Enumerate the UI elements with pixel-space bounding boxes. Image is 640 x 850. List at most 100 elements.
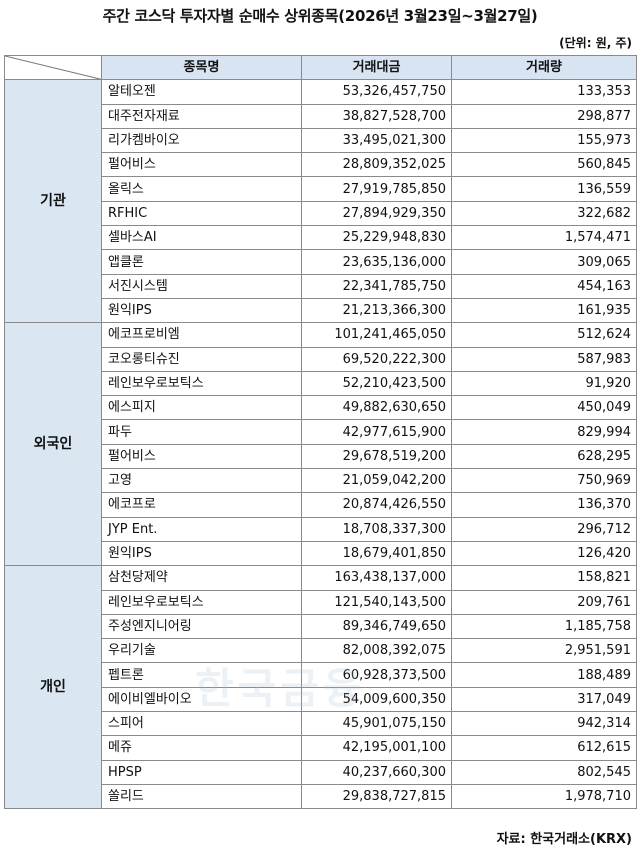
trade-amount: 38,827,528,700 (301, 103, 452, 129)
stock-name: 알테오젠 (101, 79, 302, 105)
stock-name: 에스피지 (101, 395, 302, 421)
trade-volume: 450,049 (451, 395, 637, 421)
investor-group-label: 개인 (4, 565, 102, 810)
trade-amount: 22,341,785,750 (301, 273, 452, 299)
trade-amount: 60,928,373,500 (301, 662, 452, 688)
table-row: 레인보우로보틱스 52,210,423,500 91,920 (5, 370, 637, 397)
trade-amount: 40,237,660,300 (301, 759, 452, 785)
stock-name: 고영 (101, 468, 302, 494)
stock-name: 서진시스템 (101, 273, 302, 299)
stock-name: RFHIC (101, 200, 302, 227)
unit-note: (단위: 원, 주) (559, 36, 632, 50)
trade-amount: 52,210,423,500 (301, 370, 452, 397)
trade-volume: 161,935 (451, 297, 637, 324)
stock-name: 레인보우로보틱스 (101, 370, 302, 397)
table-row: 펩트론 60,928,373,500 188,489 (5, 662, 637, 688)
trade-volume: 317,049 (451, 686, 637, 713)
stock-name: 에이비엘바이오 (101, 686, 302, 713)
stock-name: 주성엔지니어링 (101, 613, 302, 640)
table-row: 펄어비스 28,809,352,025 560,845 (5, 152, 637, 178)
header-volume: 거래량 (451, 54, 637, 81)
trade-amount: 69,520,222,300 (301, 346, 452, 372)
table-row: 셀바스AI 25,229,948,830 1,574,471 (5, 225, 637, 251)
table-row: 에코프로 20,874,426,550 136,370 (5, 492, 637, 518)
stock-name: 대주전자재료 (101, 103, 302, 129)
table-row: 대주전자재료 38,827,528,700 298,877 (5, 103, 637, 129)
table-row: 외국인 에코프로비엠 101,241,465,050 512,624 (4, 322, 637, 567)
trade-amount: 18,708,337,300 (301, 516, 452, 542)
investor-group-label: 기관 (4, 79, 102, 324)
trade-amount: 29,678,519,200 (301, 443, 452, 470)
table-row: 파두 42,977,615,900 829,994 (5, 419, 637, 445)
trade-volume: 454,163 (451, 273, 637, 299)
trade-amount: 163,438,137,000 (301, 565, 452, 591)
trade-amount: 23,635,136,000 (301, 249, 452, 275)
trade-amount: 27,894,929,350 (301, 200, 452, 227)
trade-volume: 126,420 (451, 540, 637, 567)
table-row: 개인 삼천당제약 163,438,137,000 158,821 (4, 565, 637, 810)
trade-volume: 1,185,758 (451, 613, 637, 640)
trade-amount: 42,977,615,900 (301, 419, 452, 445)
trade-amount: 49,882,630,650 (301, 395, 452, 421)
trade-volume: 136,559 (451, 176, 637, 202)
corner-cell (4, 54, 102, 81)
trade-volume: 188,489 (451, 662, 637, 688)
trade-volume: 298,877 (451, 103, 637, 129)
trade-amount: 89,346,749,650 (301, 613, 452, 640)
trade-volume: 612,615 (451, 735, 637, 761)
trade-volume: 2,951,591 (451, 638, 637, 664)
trade-volume: 587,983 (451, 346, 637, 372)
table-row: 기관 알테오젠 53,326,457,750 133,353 (4, 79, 637, 324)
stock-name: 스피어 (101, 711, 302, 737)
trade-amount: 21,213,366,300 (301, 297, 452, 324)
trade-amount: 101,241,465,050 (301, 322, 452, 348)
table-row: 원익IPS 18,679,401,850 126,420 (5, 540, 637, 567)
table-row: 리가켐바이오 33,495,021,300 155,973 (5, 127, 637, 154)
source-note: 자료: 한국거래소(KRX) (496, 832, 632, 847)
trade-volume: 942,314 (451, 711, 637, 737)
trade-amount: 28,809,352,025 (301, 152, 452, 178)
stock-name: 원익IPS (101, 540, 302, 567)
stock-name: 메쥬 (101, 735, 302, 761)
trade-amount: 21,059,042,200 (301, 468, 452, 494)
stock-name: 리가켐바이오 (101, 127, 302, 154)
header-amount: 거래대금 (301, 54, 452, 81)
trade-volume: 628,295 (451, 443, 637, 470)
table-row: 코오롱티슈진 69,520,222,300 587,983 (5, 346, 637, 372)
trade-volume: 209,761 (451, 589, 637, 615)
trade-volume: 296,712 (451, 516, 637, 542)
trade-amount: 53,326,457,750 (301, 79, 452, 105)
trade-volume: 802,545 (451, 759, 637, 785)
trade-amount: 33,495,021,300 (301, 127, 452, 154)
table-row: 쏠리드 29,838,727,815 1,978,710 (5, 783, 637, 810)
trade-volume: 512,624 (451, 322, 637, 348)
stock-name: 셀바스AI (101, 225, 302, 251)
header-name: 종목명 (101, 54, 302, 81)
trade-volume: 1,978,710 (451, 783, 637, 810)
trade-amount: 54,009,600,350 (301, 686, 452, 713)
stock-name: 앱클론 (101, 249, 302, 275)
table-row: 서진시스템 22,341,785,750 454,163 (5, 273, 637, 299)
stock-name: 삼천당제약 (101, 565, 302, 591)
stock-name: 우리기술 (101, 638, 302, 664)
stock-name: HPSP (101, 759, 302, 785)
diagonal-line-icon (5, 56, 101, 79)
trade-amount: 20,874,426,550 (301, 492, 452, 518)
trade-amount: 42,195,001,100 (301, 735, 452, 761)
table-row: 레인보우로보틱스 121,540,143,500 209,761 (5, 589, 637, 615)
trade-amount: 82,008,392,075 (301, 638, 452, 664)
trade-volume: 322,682 (451, 200, 637, 227)
trade-volume: 1,574,471 (451, 225, 637, 251)
stock-name: 쏠리드 (101, 783, 302, 810)
stock-name: 에코프로비엠 (101, 322, 302, 348)
stock-name: 올릭스 (101, 176, 302, 202)
investor-group-label: 외국인 (4, 322, 102, 567)
stock-name: 펄어비스 (101, 443, 302, 470)
trade-volume: 91,920 (451, 370, 637, 397)
trade-amount: 121,540,143,500 (301, 589, 452, 615)
table-row: 에스피지 49,882,630,650 450,049 (5, 395, 637, 421)
page-title: 주간 코스닥 투자자별 순매수 상위종목(2026년 3월23일~3월27일) (102, 7, 538, 25)
trade-volume: 133,353 (451, 79, 637, 105)
table-row: 원익IPS 21,213,366,300 161,935 (5, 297, 637, 324)
stock-name: 코오롱티슈진 (101, 346, 302, 372)
